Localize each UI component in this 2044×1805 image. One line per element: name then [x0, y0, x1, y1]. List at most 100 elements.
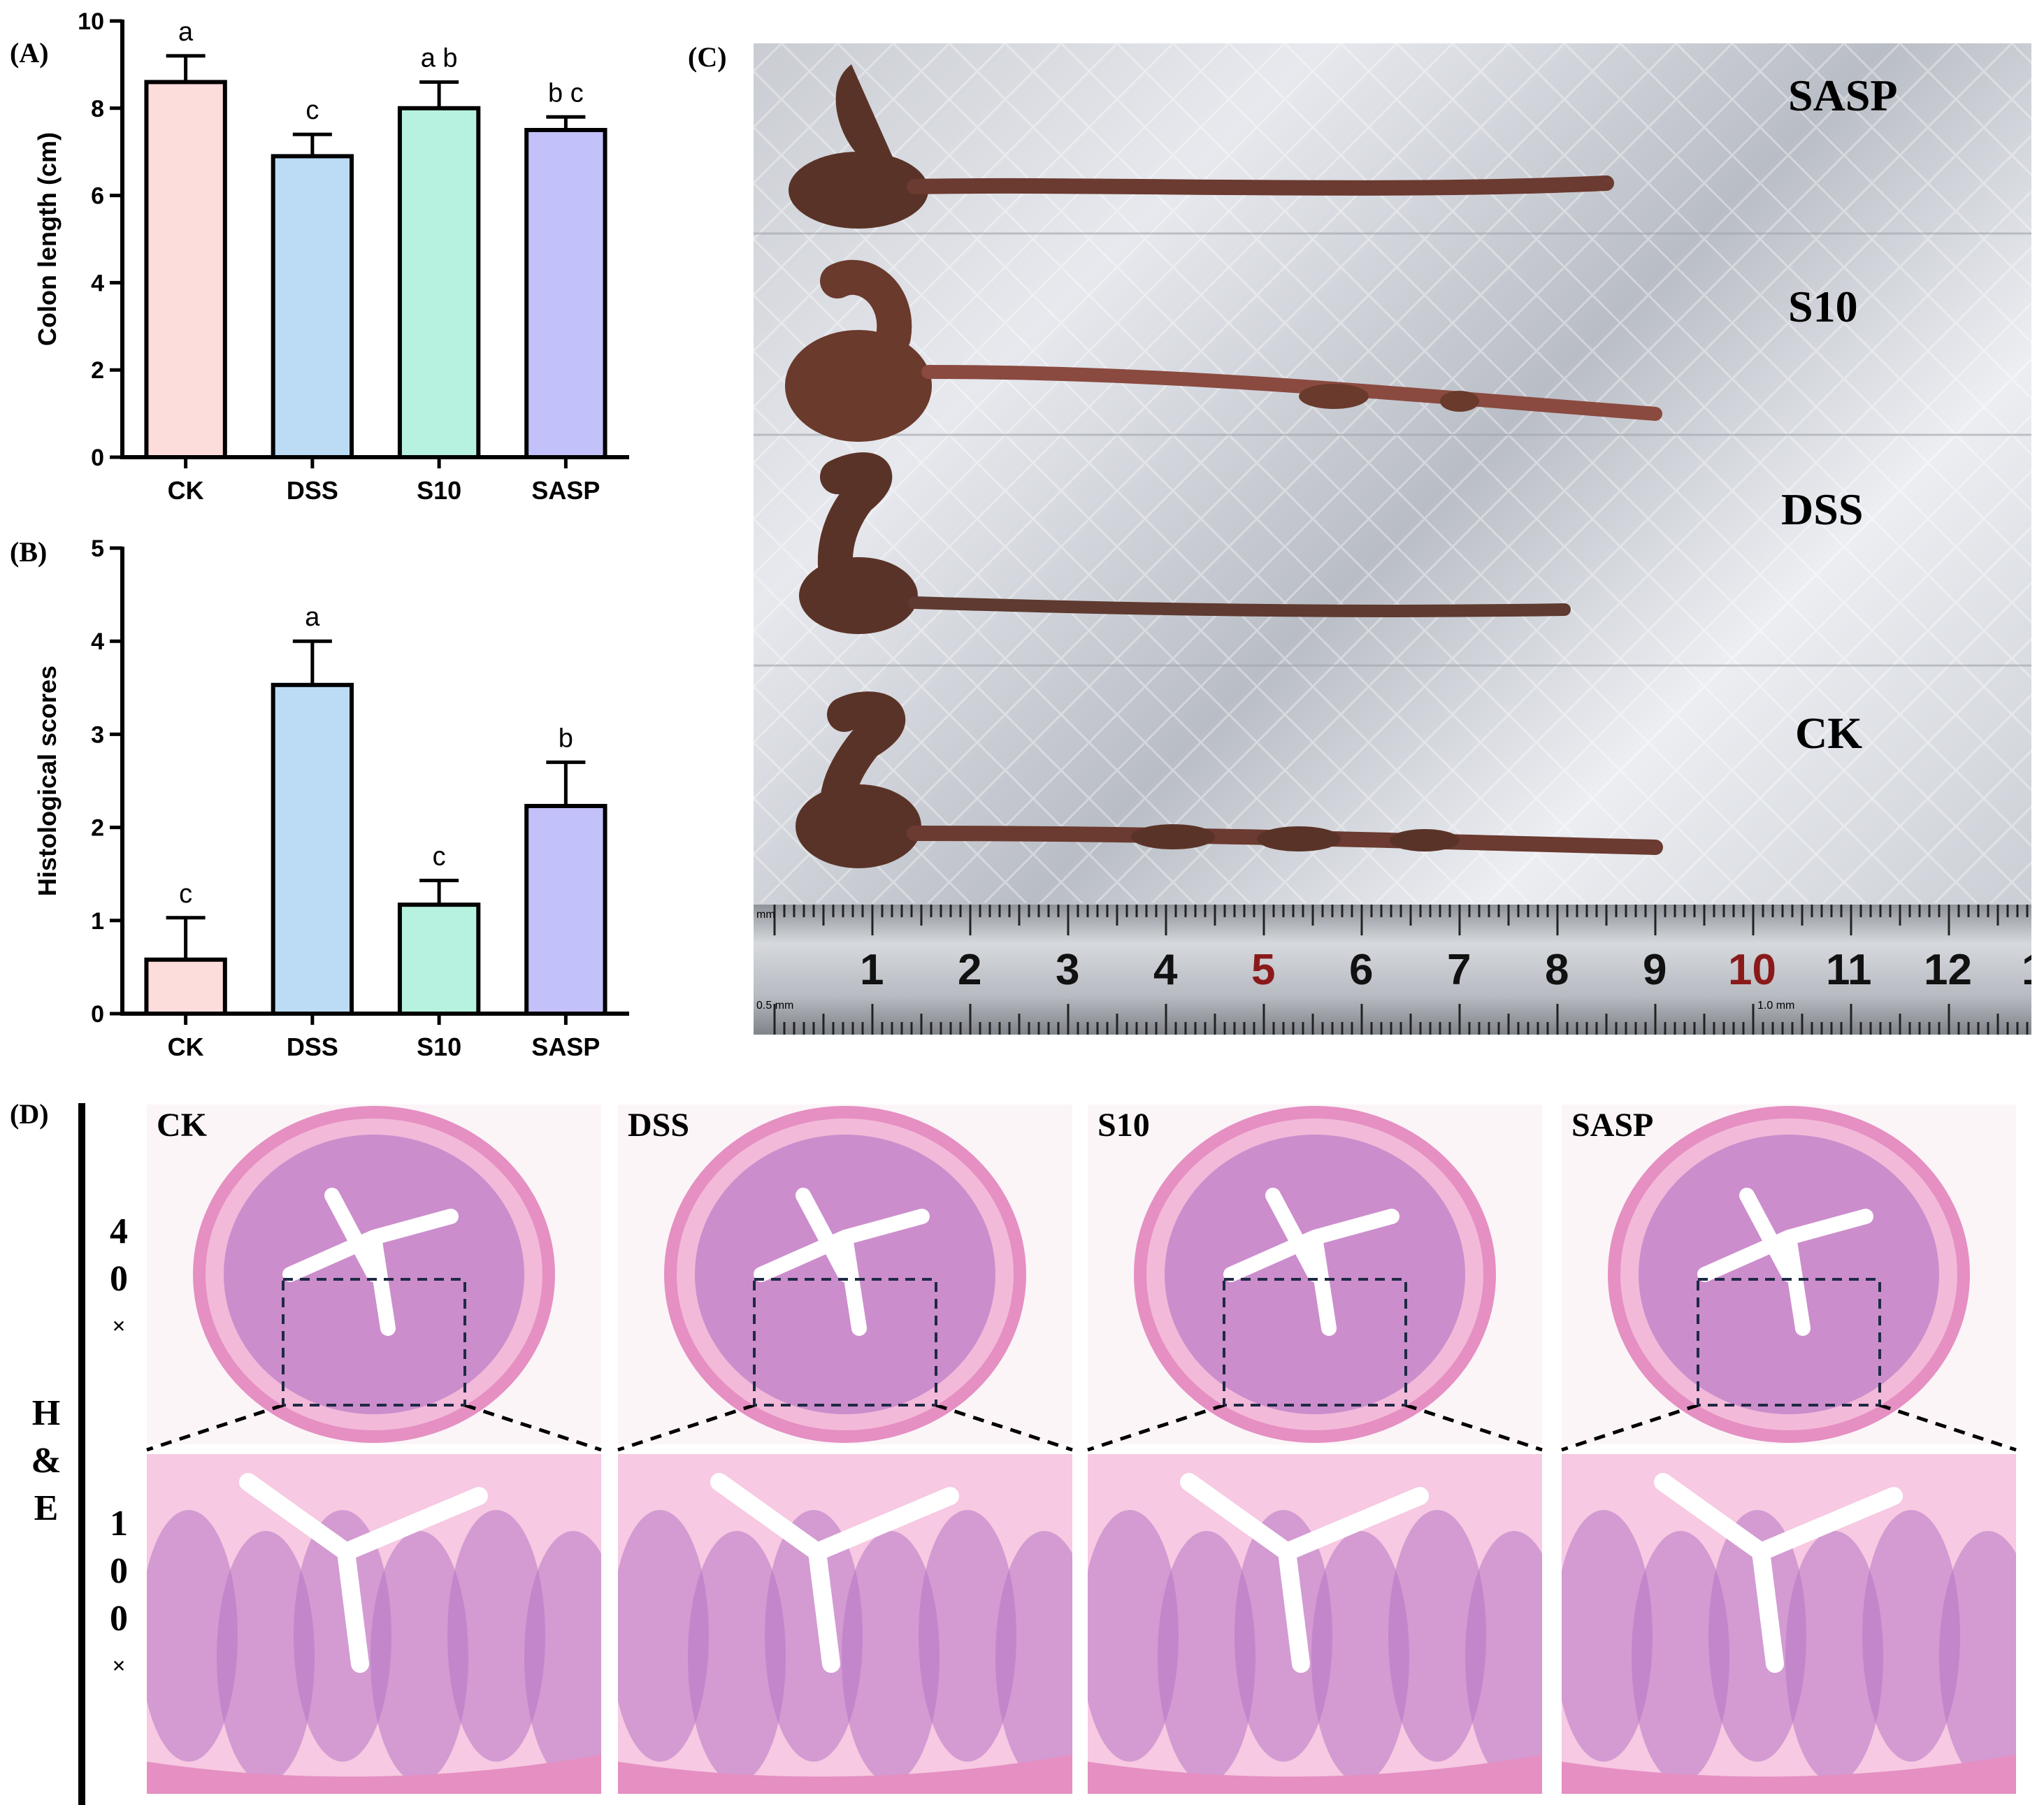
colon-cross-section [1608, 1106, 1970, 1443]
significance-label: c [433, 842, 446, 872]
ruler: mm 0.5 mm 1.0 mm 12345678910111213 [754, 905, 2031, 1035]
significance-label: a [305, 603, 320, 632]
zoom-box [1697, 1278, 1881, 1407]
y-tick-label: 4 [91, 628, 104, 655]
he-letter-h: H [31, 1393, 61, 1433]
panel-letter-d: (D) [10, 1098, 49, 1130]
bar-s10 [397, 902, 481, 1016]
ruler-number: 11 [1826, 946, 1872, 994]
lumen [1180, 1473, 1429, 1673]
significance-label: b c [548, 78, 584, 108]
mag-low-digit-1: 4 [110, 1211, 128, 1251]
crypt [1562, 1510, 1653, 1762]
muscularis [147, 1755, 601, 1794]
y-tick-label: 2 [91, 357, 104, 384]
crypt [1708, 1510, 1806, 1762]
connector-line-left [1087, 1405, 1225, 1452]
histology-40x-ck [147, 1105, 601, 1444]
histology-100x-dss [618, 1454, 1072, 1794]
mag-high-digit-3: 0 [110, 1599, 128, 1639]
y-tick-label: 4 [91, 270, 104, 296]
y-tick-label: 0 [91, 1001, 104, 1028]
zoom-box [753, 1278, 937, 1407]
histological-scores-chart: 0 1 2 3 4 5 Histological scores c CK a DSS c S10 b SAS… [33, 535, 629, 1061]
crypt [294, 1510, 391, 1762]
he-divider-line [78, 1103, 85, 1805]
crypt [995, 1531, 1072, 1783]
histology-100x-sasp [1562, 1454, 2016, 1794]
colon-length-chart: 0 2 4 6 8 10 Colon length (cm) a CK c DSS a b S10 b c… [33, 8, 629, 505]
ruler-number: 10 [1728, 946, 1776, 994]
category-label: S10 [417, 476, 461, 505]
histology-group-label: CK [157, 1107, 207, 1144]
mag-high-digit-1: 1 [110, 1504, 128, 1544]
connector-line-right [935, 1405, 1073, 1452]
histology-group-label: DSS [628, 1107, 690, 1144]
mag-high-digit-2: 0 [110, 1551, 128, 1591]
crypt [147, 1510, 238, 1762]
magnified-mucosa [1088, 1473, 1542, 1794]
ruler-unit-mm: mm [756, 909, 775, 921]
bar-dss [271, 154, 354, 459]
histology-40x-dss [618, 1105, 1072, 1444]
panel-letter-b: (B) [10, 536, 48, 568]
y-tick-label: 1 [91, 908, 104, 935]
category-label: SASP [531, 476, 600, 505]
colon-dss [799, 452, 1571, 634]
lumen [282, 1188, 459, 1336]
colon-sasp [789, 64, 1614, 229]
ruler-number: 1 [860, 946, 884, 994]
colon-cross-section [664, 1106, 1026, 1443]
y-tick-label: 6 [91, 183, 104, 210]
crypt [765, 1510, 863, 1762]
bar-ck [144, 80, 227, 460]
crypt [447, 1510, 545, 1762]
magnified-mucosa [618, 1473, 1072, 1794]
ruler-number: 13 [2022, 945, 2031, 995]
ruler-number: 8 [1545, 946, 1569, 994]
connector-line-left [146, 1405, 284, 1452]
mag-high-times: × [112, 1653, 126, 1679]
colon-cross-section [1134, 1106, 1496, 1443]
crypt [370, 1531, 468, 1783]
ruler-number: 12 [1924, 946, 1972, 994]
magnification-100x: 1 0 0 × [98, 1500, 140, 1690]
zoom-box [1223, 1278, 1407, 1407]
connector-line-right [1879, 1405, 2017, 1452]
connector-line-left [617, 1405, 755, 1452]
ruler-number: 7 [1447, 946, 1471, 994]
crypt [1235, 1510, 1332, 1762]
crypt [1632, 1531, 1729, 1783]
muscularis [618, 1755, 1072, 1794]
colon-s10 [785, 259, 1662, 442]
histology-group-label: SASP [1571, 1107, 1654, 1144]
connector-line-right [1405, 1405, 1543, 1452]
bar-ck [144, 957, 227, 1016]
zoom-connector [1087, 1405, 1543, 1452]
photo-label-dss: DSS [1781, 484, 1864, 534]
he-stain-label: H & E [25, 1390, 67, 1532]
ruler-number: 5 [1251, 946, 1276, 994]
he-letter-amp: & [31, 1441, 62, 1481]
histology-40x-s10 [1088, 1105, 1542, 1444]
y-tick-label: 2 [91, 815, 104, 842]
zoom-connector [146, 1405, 602, 1452]
y-axis-title: Histological scores [33, 666, 62, 896]
crypt [1158, 1531, 1255, 1783]
histology-100x-s10 [1088, 1454, 1542, 1794]
ruler-number: 4 [1153, 946, 1178, 994]
zoom-box [282, 1278, 466, 1407]
category-label: CK [168, 476, 204, 505]
bar-sasp [524, 803, 607, 1016]
colon-ck [796, 691, 1663, 868]
ruler-number: 2 [958, 946, 982, 994]
ruler-unit-half-mm: 0.5 mm [756, 1000, 794, 1012]
crypt [1862, 1510, 1960, 1762]
ruler-number: 6 [1349, 946, 1374, 994]
significance-label: c [305, 96, 319, 125]
zoom-connector [617, 1405, 1073, 1452]
y-axis-title: Colon length (cm) [33, 132, 62, 346]
category-label: DSS [287, 1033, 338, 1061]
lumen [1654, 1473, 1903, 1673]
